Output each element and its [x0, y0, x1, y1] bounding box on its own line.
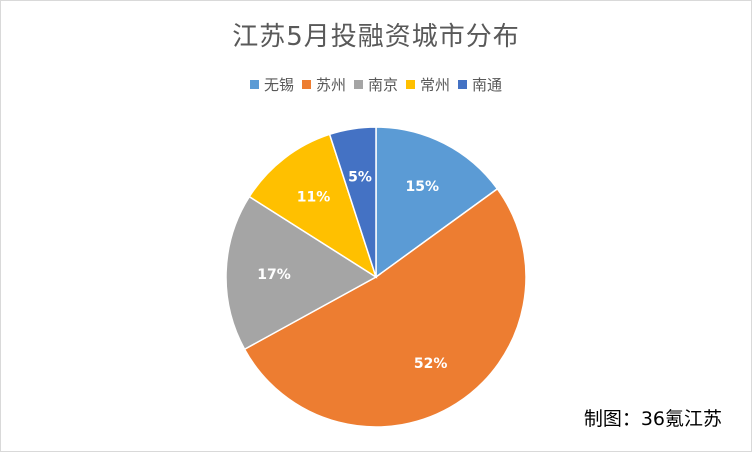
- data-label: 11%: [297, 189, 331, 205]
- pie-slice: [248, 133, 378, 279]
- pie-slice: [375, 126, 499, 279]
- pie-slice: [243, 187, 527, 428]
- legend-swatch: [353, 80, 363, 89]
- legend-swatch: [406, 80, 415, 89]
- legend-swatch: [458, 80, 468, 89]
- legend-item: 南京: [353, 74, 398, 95]
- pie-slice: [225, 195, 378, 351]
- legend-item: 苏州: [301, 74, 346, 95]
- chart-credit: 制图：36氪江苏: [583, 408, 722, 430]
- data-label: 5%: [348, 169, 372, 185]
- data-label: 15%: [406, 179, 440, 195]
- legend-item: 南通: [458, 74, 502, 95]
- legend-item: 常州: [406, 74, 450, 95]
- legend-swatch: [301, 80, 311, 89]
- pie-slice: [328, 126, 377, 278]
- legend-label: 无锡: [263, 76, 294, 94]
- chart-title: 江苏5月投融资城市分布: [232, 22, 520, 52]
- legend-label: 苏州: [315, 76, 346, 94]
- data-label: 17%: [257, 267, 291, 283]
- legend-item: 无锡: [249, 74, 294, 95]
- legend-swatch: [249, 80, 259, 89]
- legend-label: 南通: [472, 76, 503, 94]
- legend-label: 南京: [367, 76, 398, 94]
- legend-label: 常州: [420, 76, 451, 94]
- data-label: 52%: [414, 356, 448, 372]
- chart-legend: 无锡 苏州 南京 常州 南通: [0, 74, 752, 95]
